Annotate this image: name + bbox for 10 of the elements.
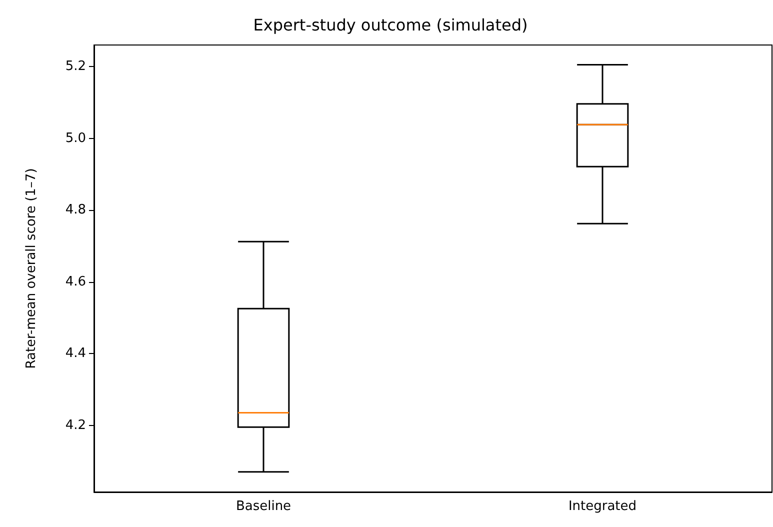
y-tick-label: 4.4 xyxy=(65,346,86,362)
y-axis-title: Rater-mean overall score (1–7) xyxy=(24,168,39,369)
y-tick-label: 4.8 xyxy=(65,202,86,218)
y-tick-label: 4.2 xyxy=(65,418,86,433)
x-tick-label: Baseline xyxy=(236,499,292,514)
x-tick-label: Integrated xyxy=(568,499,637,514)
y-tick-label: 4.6 xyxy=(65,274,86,290)
chart-title: Expert-study outcome (simulated) xyxy=(253,16,528,34)
y-tick-label: 5.2 xyxy=(65,59,86,74)
y-tick-label: 5.0 xyxy=(65,130,86,146)
